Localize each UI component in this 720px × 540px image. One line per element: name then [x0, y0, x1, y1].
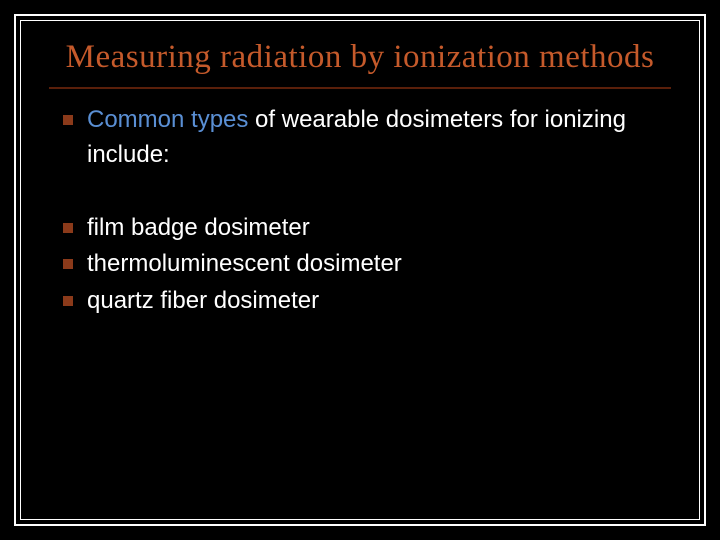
- intro-highlight: Common types: [87, 106, 248, 133]
- inner-border: Measuring radiation by ionization method…: [20, 20, 700, 520]
- spacer: [55, 175, 671, 209]
- list-item: film badge dosimeter: [55, 211, 671, 246]
- slide: Measuring radiation by ionization method…: [0, 0, 720, 540]
- intro-line: Common types of wearable dosimeters for …: [55, 103, 671, 173]
- list-item: quartz fiber dosimeter: [55, 284, 671, 319]
- outer-border: Measuring radiation by ionization method…: [14, 14, 706, 526]
- slide-content: Common types of wearable dosimeters for …: [49, 103, 671, 491]
- list-item: thermoluminescent dosimeter: [55, 247, 671, 282]
- title-underline: [49, 87, 671, 89]
- slide-title: Measuring radiation by ionization method…: [49, 39, 671, 77]
- bullet-list: Common types of wearable dosimeters for …: [55, 103, 671, 319]
